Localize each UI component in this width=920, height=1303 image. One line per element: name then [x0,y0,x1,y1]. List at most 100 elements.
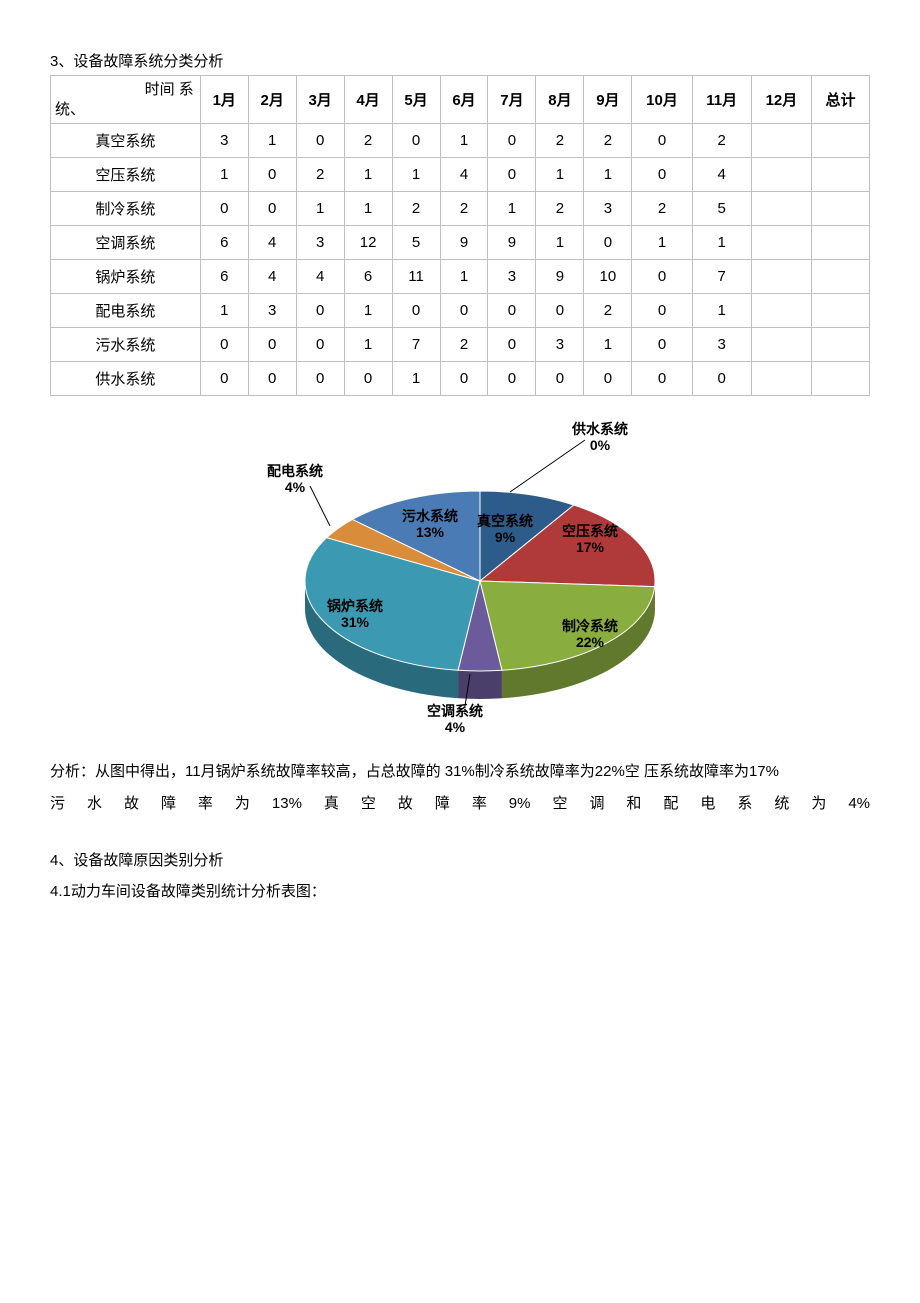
col-header: 6月 [440,76,488,124]
table-cell: 0 [632,294,692,328]
row-header: 供水系统 [51,362,201,396]
table-cell [751,260,811,294]
table-cell: 2 [392,192,440,226]
table-cell [812,362,870,396]
table-cell: 0 [536,362,584,396]
table-cell: 1 [536,226,584,260]
table-cell: 2 [584,294,632,328]
table-cell: 0 [632,158,692,192]
table-cell: 3 [536,328,584,362]
table-row: 空压系统10211401104 [51,158,870,192]
table-cell [751,362,811,396]
table-cell: 0 [392,294,440,328]
table-cell: 1 [296,192,344,226]
table-cell: 1 [392,362,440,396]
table-cell: 0 [392,124,440,158]
table-cell: 4 [296,260,344,294]
table-cell: 9 [488,226,536,260]
table-cell: 2 [440,192,488,226]
row-header: 空调系统 [51,226,201,260]
table-cell [812,158,870,192]
table-cell: 0 [200,362,248,396]
table-cell: 10 [584,260,632,294]
table-cell: 0 [296,328,344,362]
table-cell [812,260,870,294]
table-cell: 9 [536,260,584,294]
table-cell [751,226,811,260]
table-cell: 0 [296,362,344,396]
table-row: 制冷系统00112212325 [51,192,870,226]
table-cell: 0 [632,260,692,294]
table-cell: 0 [344,362,392,396]
table-cell: 9 [440,226,488,260]
svg-text:配电系统4%: 配电系统4% [267,463,323,495]
table-cell: 7 [392,328,440,362]
table-row: 配电系统13010000201 [51,294,870,328]
table-cell: 6 [344,260,392,294]
table-cell: 3 [248,294,296,328]
table-cell [751,328,811,362]
table-cell: 1 [392,158,440,192]
table-cell: 1 [584,158,632,192]
table-cell: 0 [200,328,248,362]
table-cell: 0 [488,124,536,158]
table-cell: 0 [440,362,488,396]
table-cell: 0 [488,328,536,362]
table-cell: 5 [692,192,751,226]
col-header: 12月 [751,76,811,124]
col-header: 2月 [248,76,296,124]
table-cell: 1 [536,158,584,192]
table-cell: 2 [536,192,584,226]
table-cell: 1 [200,294,248,328]
table-cell: 2 [692,124,751,158]
table-row: 污水系统00017203103 [51,328,870,362]
pie-chart: 供水系统0%真空系统9%空压系统17%制冷系统22%空调系统4%锅炉系统31%配… [50,416,870,746]
section-4-title: 4、设备故障原因类别分析 [50,849,870,870]
table-cell: 0 [488,158,536,192]
table-cell: 2 [536,124,584,158]
table-cell [751,294,811,328]
table-cell: 3 [584,192,632,226]
table-cell: 1 [692,294,751,328]
section-3-title: 3、设备故障系统分类分析 [50,50,870,71]
table-cell: 3 [296,226,344,260]
table-cell: 0 [296,294,344,328]
table-cell: 0 [632,124,692,158]
table-cell [812,294,870,328]
table-cell: 2 [440,328,488,362]
row-header: 锅炉系统 [51,260,201,294]
row-header: 空压系统 [51,158,201,192]
svg-text:空调系统4%: 空调系统4% [427,703,483,735]
table-cell: 0 [584,226,632,260]
table-cell: 2 [296,158,344,192]
table-cell: 0 [584,362,632,396]
table-cell: 2 [632,192,692,226]
table-cell: 1 [344,158,392,192]
row-header: 真空系统 [51,124,201,158]
table-cell: 7 [692,260,751,294]
table-cell: 1 [344,294,392,328]
table-cell: 1 [440,260,488,294]
table-cell: 6 [200,226,248,260]
table-cell [812,124,870,158]
table-cell: 0 [248,362,296,396]
table-cell: 0 [488,362,536,396]
table-cell: 1 [632,226,692,260]
table-cell: 11 [392,260,440,294]
table-row: 空调系统643125991011 [51,226,870,260]
table-cell: 2 [344,124,392,158]
col-header: 1月 [200,76,248,124]
table-row: 供水系统00001000000 [51,362,870,396]
table-cell: 4 [692,158,751,192]
table-cell: 1 [584,328,632,362]
table-cell: 1 [692,226,751,260]
table-cell [812,192,870,226]
table-cell: 1 [200,158,248,192]
table-cell [751,158,811,192]
table-cell: 1 [440,124,488,158]
failure-table: 时间 系 统、 1月 2月 3月 4月 5月 6月 7月 8月 9月 10月 1… [50,75,870,396]
col-header: 4月 [344,76,392,124]
section-4-1: 4.1动力车间设备故障类别统计分析表图： [50,880,870,901]
row-header: 制冷系统 [51,192,201,226]
col-header: 总计 [812,76,870,124]
